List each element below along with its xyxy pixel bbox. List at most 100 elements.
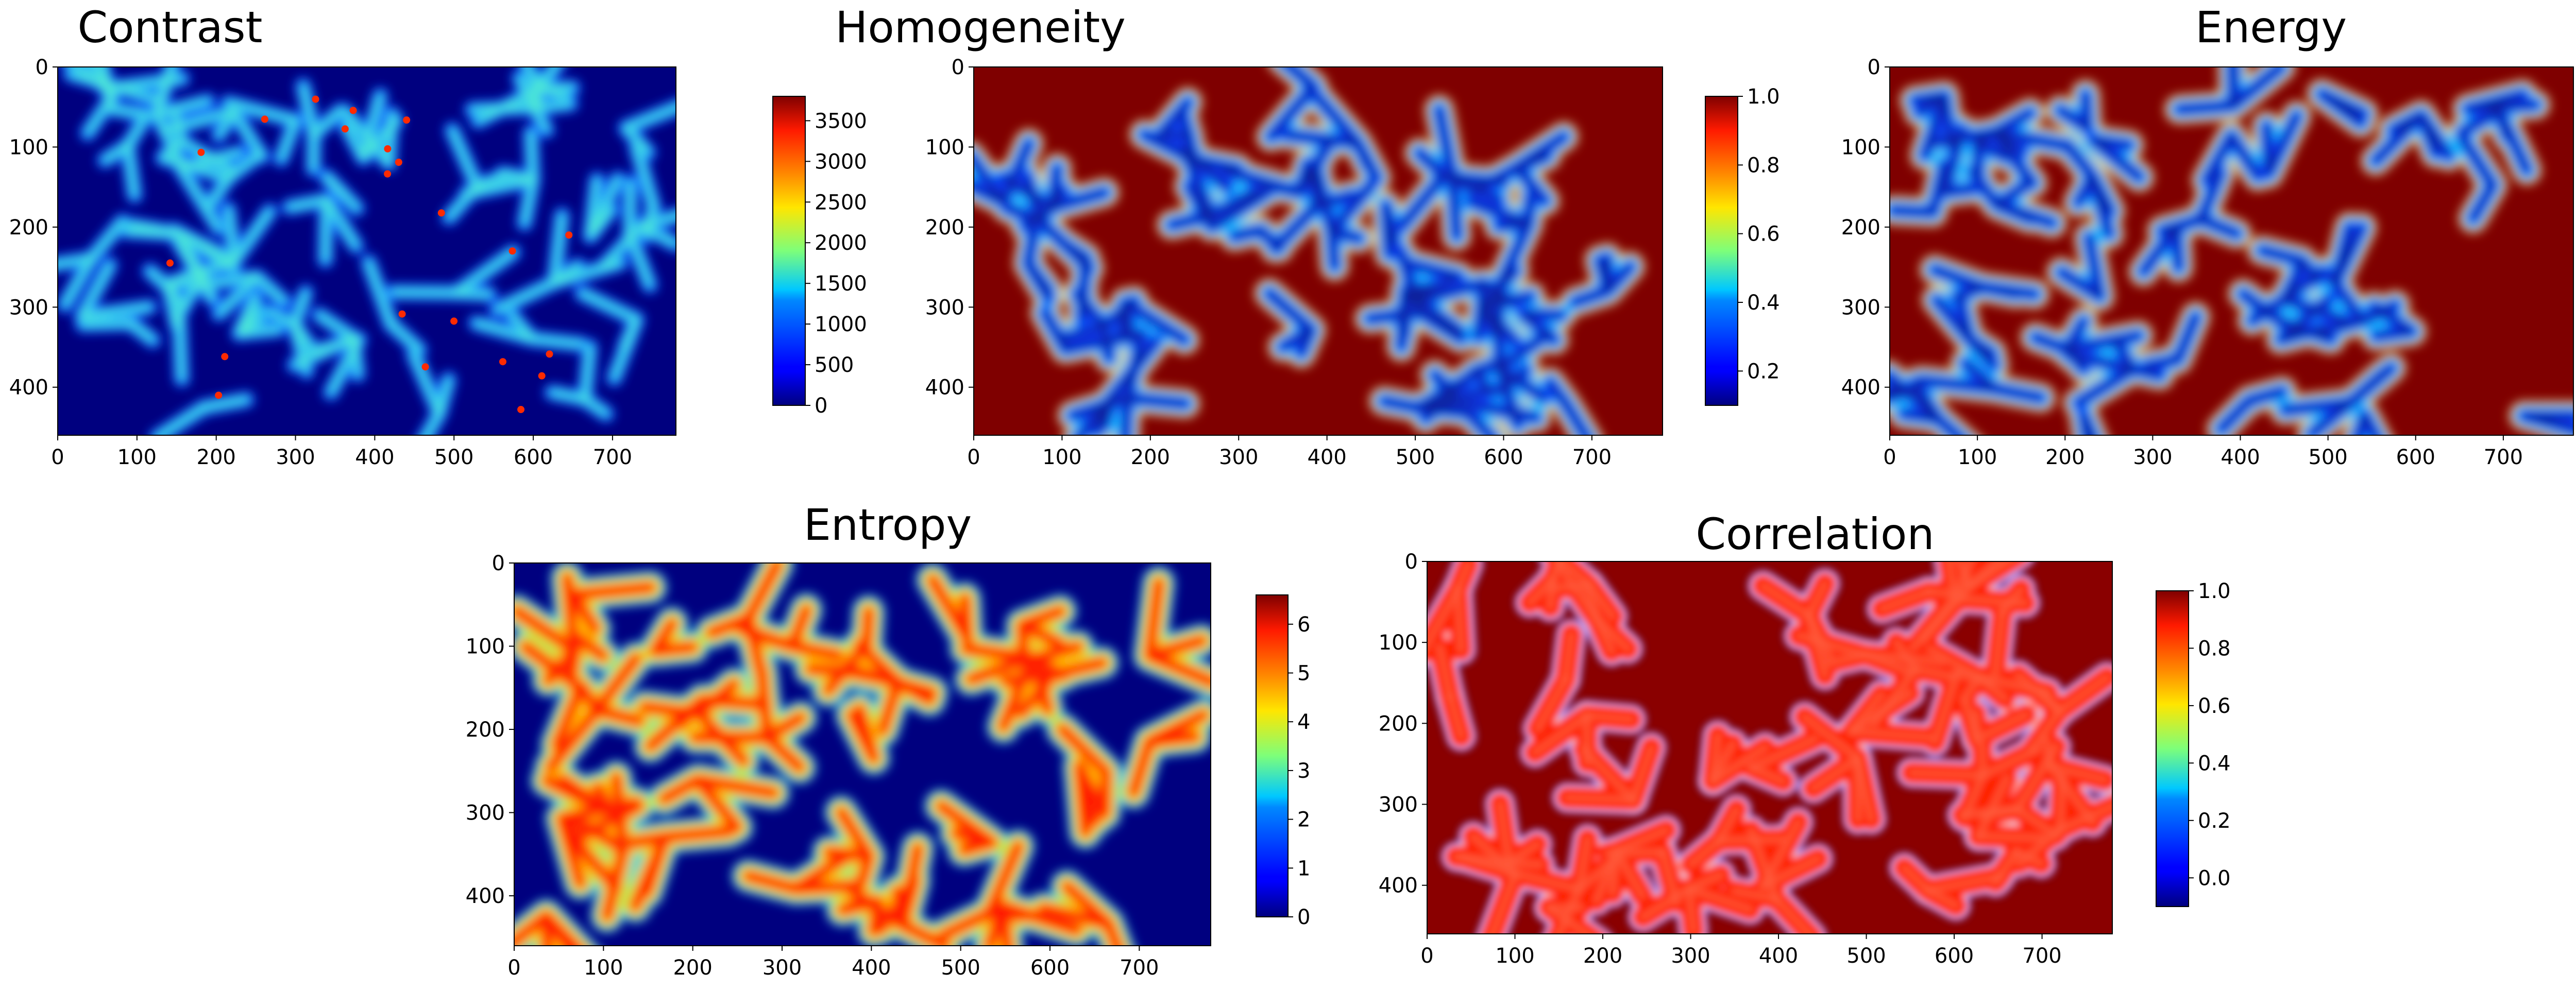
heatmap-stroke bbox=[1950, 561, 1976, 603]
colorbar-tick-label: 0.8 bbox=[2198, 637, 2231, 660]
heatmap-stroke bbox=[179, 166, 221, 231]
heatmap-stroke bbox=[1024, 173, 1043, 224]
x-tick-label: 700 bbox=[1120, 956, 1159, 980]
heatmap-stroke bbox=[172, 228, 237, 263]
heatmap-stroke bbox=[1957, 296, 1973, 343]
heatmap-stroke bbox=[2013, 742, 2061, 813]
contrast-peak bbox=[499, 358, 506, 366]
heatmap-stroke bbox=[2370, 303, 2415, 335]
heatmap-stroke bbox=[1991, 847, 2021, 886]
heatmap-stroke bbox=[699, 696, 769, 708]
heatmap-stroke bbox=[237, 327, 281, 336]
heatmap-stroke bbox=[960, 839, 995, 854]
heatmap-stroke bbox=[1279, 327, 1315, 350]
heatmap-stroke bbox=[579, 683, 600, 714]
x-tick-label: 500 bbox=[434, 446, 473, 469]
heatmap-stroke bbox=[366, 260, 393, 326]
x-tick-label: 200 bbox=[197, 446, 236, 469]
heatmap-stroke bbox=[114, 76, 184, 90]
plot-frame bbox=[1889, 66, 2574, 436]
colorbar-tick-label: 0.0 bbox=[2198, 866, 2231, 890]
y-tick-label: 200 bbox=[1841, 216, 1880, 240]
plot-frame bbox=[57, 66, 676, 436]
heatmap-stroke bbox=[570, 591, 599, 632]
correlation-heatmap bbox=[1427, 561, 2113, 934]
heatmap-stroke bbox=[266, 309, 297, 327]
homogeneity-panel: Homogeneity 0 100 200 300 400 0 100 200 300 400 5… bbox=[835, 2, 1780, 469]
heatmap-stroke bbox=[570, 584, 654, 598]
heatmap-stroke bbox=[622, 317, 639, 350]
entropy-title: Entropy bbox=[804, 500, 972, 550]
y-tick-label: 100 bbox=[1841, 135, 1880, 159]
colorbar-tick-label: 500 bbox=[815, 353, 854, 377]
heatmap-stroke bbox=[1272, 202, 1319, 252]
heatmap-stroke bbox=[764, 714, 804, 741]
heatmap-stroke bbox=[217, 275, 259, 316]
x-tick-label: 700 bbox=[593, 446, 632, 469]
heatmap-stroke bbox=[1935, 416, 1961, 435]
x-tick-label: 200 bbox=[673, 956, 712, 980]
heatmap-stroke bbox=[92, 67, 116, 97]
y-tick-label: 400 bbox=[925, 376, 964, 400]
x-tick-label: 200 bbox=[1583, 944, 1622, 968]
heatmap-stroke bbox=[388, 321, 421, 352]
heatmap-stroke bbox=[1809, 754, 1862, 793]
heatmap-stroke bbox=[1221, 167, 1303, 196]
colorbar-tick-label: 6 bbox=[1297, 613, 1310, 637]
heatmap-stroke bbox=[1639, 884, 1693, 921]
heatmap-stroke bbox=[1731, 886, 1781, 904]
heatmap-stroke bbox=[1861, 651, 1913, 676]
colorbar-tick-label: 0.6 bbox=[1747, 223, 1780, 246]
heatmap-stroke bbox=[1480, 280, 1517, 306]
y-tick-label: 100 bbox=[925, 135, 964, 159]
x-tick-label: 600 bbox=[514, 446, 553, 469]
heatmap-stroke bbox=[2063, 142, 2096, 180]
heatmap-stroke bbox=[1146, 711, 1207, 745]
colorbar-tick-label: 0.2 bbox=[1747, 360, 1780, 383]
heatmap-stroke bbox=[2058, 269, 2103, 300]
y-tick-label: 300 bbox=[9, 296, 48, 319]
y-tick-label: 300 bbox=[1841, 296, 1880, 319]
colorbar-tick-label: 0.6 bbox=[2198, 694, 2231, 718]
heatmap-stroke bbox=[1911, 665, 1956, 681]
colorbar-tick-label: 3000 bbox=[815, 150, 867, 174]
heatmap-stroke bbox=[167, 286, 187, 310]
heatmap-stroke bbox=[1435, 643, 1454, 701]
heatmap-stroke bbox=[1031, 643, 1081, 662]
heatmap-stroke bbox=[324, 198, 359, 248]
heatmap-stroke bbox=[538, 101, 573, 110]
contrast-peak bbox=[538, 372, 546, 380]
heatmap-stroke bbox=[1231, 227, 1264, 240]
heatmap-stroke bbox=[500, 171, 535, 182]
homogeneity-x-tick-labels: 0 100 200 300 400 500 600 700 bbox=[967, 435, 1612, 469]
y-tick-label: 400 bbox=[466, 884, 505, 908]
heatmap-stroke bbox=[745, 563, 781, 622]
heatmap-stroke bbox=[391, 289, 459, 295]
heatmap-stroke bbox=[1416, 309, 1465, 342]
heatmap-stroke bbox=[514, 913, 550, 946]
heatmap-stroke bbox=[1890, 386, 1918, 401]
energy-y-tick-labels: 0 100 200 300 400 bbox=[1841, 56, 1890, 400]
heatmap-stroke bbox=[1926, 645, 1984, 681]
x-tick-label: 300 bbox=[2133, 446, 2172, 469]
heatmap-stroke bbox=[1060, 323, 1108, 342]
heatmap-stroke bbox=[1069, 395, 1131, 419]
heatmap-stroke bbox=[1990, 129, 2036, 186]
heatmap-stroke bbox=[1804, 579, 1829, 620]
heatmap-stroke bbox=[1907, 769, 1987, 780]
heatmap-stroke bbox=[2144, 356, 2181, 368]
heatmap-stroke bbox=[1042, 310, 1069, 352]
heatmap-stroke bbox=[1191, 157, 1231, 191]
heatmap-stroke bbox=[1409, 261, 1462, 280]
heatmap-stroke bbox=[1488, 869, 1520, 934]
heatmap-stroke bbox=[1916, 92, 1948, 116]
heatmap-stroke bbox=[1759, 582, 1813, 620]
heatmap-stroke bbox=[1453, 585, 1465, 654]
contrast-y-tick-labels: 0 100 200 300 400 bbox=[9, 56, 58, 400]
heatmap-stroke bbox=[2057, 107, 2091, 131]
heatmap-stroke bbox=[530, 336, 584, 347]
heatmap-stroke bbox=[454, 291, 492, 297]
heatmap-stroke bbox=[1298, 327, 1315, 356]
heatmap-stroke bbox=[660, 777, 701, 803]
colorbar-tick-label: 0.8 bbox=[1747, 153, 1780, 177]
